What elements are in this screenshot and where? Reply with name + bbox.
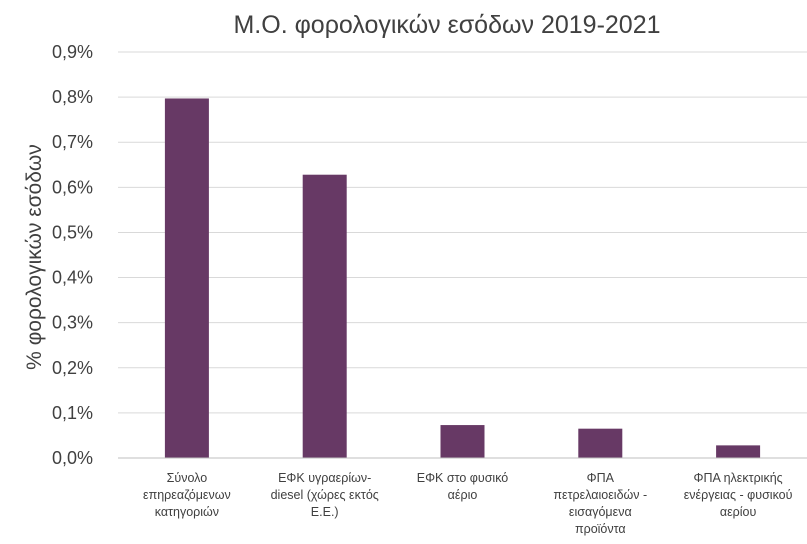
- x-tick-label: Σύνολο επηρεαζόμενων κατηγοριών: [143, 471, 231, 519]
- y-tick-label: 0,7%: [52, 132, 93, 152]
- x-axis-ticks: Σύνολο επηρεαζόμενων κατηγοριών ΕΦΚ υγραερί…: [143, 471, 793, 536]
- bar: [578, 428, 623, 458]
- y-tick-label: 0,6%: [52, 177, 93, 197]
- bar: [164, 98, 209, 458]
- y-tick-label: 0,2%: [52, 358, 93, 378]
- y-tick-label: 0,0%: [52, 448, 93, 468]
- y-axis-ticks: 0,0% 0,1% 0,2% 0,3% 0,4% 0,5% 0,6% 0,7% 0,8% 0,9%: [52, 42, 93, 468]
- y-tick-label: 0,5%: [52, 222, 93, 242]
- y-tick-label: 0,1%: [52, 403, 93, 423]
- chart-title: Μ.Ο. φορολογικών εσόδων 2019-2021: [233, 11, 660, 39]
- bar: [440, 425, 485, 458]
- y-tick-label: 0,9%: [52, 42, 93, 62]
- y-axis-label: % φορολογικών εσόδων: [23, 144, 46, 370]
- y-tick-label: 0,8%: [52, 87, 93, 107]
- x-tick-label: ΕΦΚ υγραερίων-diesel (χώρες εκτός Ε.Ε.): [271, 471, 379, 519]
- y-tick-label: 0,3%: [52, 313, 93, 333]
- bar: [716, 445, 761, 458]
- x-tick-label: ΕΦΚ στο φυσικό αέριο: [417, 471, 509, 502]
- bars: [164, 98, 761, 459]
- bar: [302, 174, 347, 459]
- x-tick-label: ΦΠΑ ηλεκτρικής ενέργειας - φυσικού αερίου: [684, 471, 793, 519]
- x-tick-label: ΦΠΑ πετρελαιοειδών -εισαγόμενα προϊόντα: [553, 471, 647, 536]
- y-tick-label: 0,4%: [52, 268, 93, 288]
- gridlines: [118, 51, 807, 414]
